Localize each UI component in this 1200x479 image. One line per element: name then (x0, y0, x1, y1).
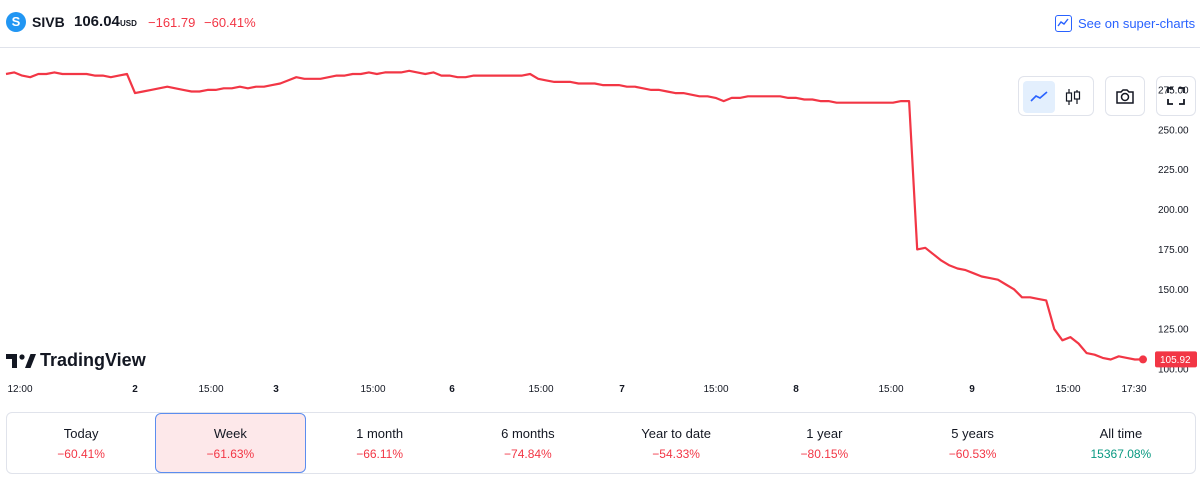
x-tick-day-label: 7 (619, 384, 625, 395)
performance-period-5-years[interactable]: 5 years −60.53% (899, 413, 1047, 473)
period-change: −54.33% (652, 446, 700, 461)
period-label: 6 months (501, 425, 555, 441)
period-label: Year to date (641, 425, 711, 441)
x-tick-day-label: 8 (793, 384, 799, 395)
price-line (5, 69, 1144, 361)
super-charts-label: See on super-charts (1078, 15, 1196, 31)
line-chart-icon (1030, 91, 1048, 102)
price-change-percent: −60.41% (204, 15, 256, 30)
x-tick-day-label: 2 (132, 384, 138, 395)
period-label: 5 years (951, 425, 994, 441)
chart-style-toggle (1018, 76, 1094, 116)
x-tick-time-label: 12:00 (7, 384, 32, 395)
last-price-dot (1139, 355, 1147, 364)
y-tick-label: 100.00 (1158, 365, 1189, 376)
fullscreen-button[interactable] (1156, 76, 1196, 116)
performance-period-all-time[interactable]: All time 15367.08% (1047, 413, 1195, 473)
x-tick-day-label: 3 (273, 384, 279, 395)
y-tick-label: 250.00 (1158, 125, 1189, 136)
line-chart-button[interactable] (1023, 81, 1055, 113)
price-change: −161.79 (148, 15, 196, 30)
symbol-header: S SIVB 106.04 USD −161.79 −60.41% See on… (0, 0, 1200, 48)
performance-period-year-to-date[interactable]: Year to date −54.33% (602, 413, 750, 473)
period-label: 1 month (356, 425, 404, 441)
last-price-label-bg (1155, 351, 1197, 368)
last-price-label: 105.92 (1160, 355, 1191, 366)
fullscreen-icon (1167, 87, 1185, 105)
x-tick-time-label: 17:30 (1121, 384, 1146, 395)
last-price-marker: 105.92 (1155, 351, 1197, 368)
candlestick-icon (1065, 89, 1081, 105)
period-change: −60.41% (57, 446, 105, 461)
period-change: −74.84% (504, 446, 552, 461)
chart-link-icon (1055, 14, 1072, 32)
company-logo: S (6, 12, 26, 32)
period-label: Week (213, 425, 247, 441)
period-change: −80.15% (800, 446, 849, 461)
x-tick-day-label: 6 (449, 384, 455, 395)
y-tick-label: 225.00 (1158, 165, 1189, 176)
screenshot-button[interactable] (1105, 76, 1145, 116)
x-tick-time-label: 15:00 (878, 384, 903, 395)
x-tick-time-label: 15:00 (703, 384, 728, 395)
camera-icon (1116, 89, 1134, 104)
performance-period-6-months[interactable]: 6 months −74.84% (454, 413, 602, 473)
y-tick-label: 150.00 (1158, 285, 1189, 296)
period-change: −60.53% (948, 446, 997, 461)
y-tick-label: 175.00 (1158, 245, 1189, 256)
period-label: Today (63, 425, 99, 441)
y-axis: 275.00 250.00 225.00 200.00 175.00 150.00 125.… (1158, 85, 1189, 375)
performance-bar: Today −60.41% Week −61.63% 1 month −66.11% 6 m… (6, 412, 1196, 474)
y-tick-label: 275.00 (1158, 85, 1189, 96)
x-tick-time-label: 15:00 (1055, 384, 1080, 395)
period-change: −61.63% (206, 446, 255, 461)
period-change: 15367.08% (1090, 446, 1152, 461)
performance-period-week[interactable]: Week −61.63% (155, 413, 306, 473)
y-tick-label: 200.00 (1158, 205, 1189, 216)
period-label: All time (1099, 425, 1143, 441)
tradingview-logo-icon (6, 353, 36, 368)
x-tick-time-label: 15:00 (360, 384, 385, 395)
x-tick-day-label: 9 (969, 384, 975, 395)
tradingview-logo[interactable]: TradingView (6, 350, 146, 371)
performance-period-today[interactable]: Today −60.41% (7, 413, 155, 473)
super-charts-link[interactable]: See on super-charts (1055, 12, 1195, 34)
price-currency: USD (120, 19, 137, 28)
price-chart[interactable]: 275.00 250.00 225.00 200.00 175.00 150.00 125.… (0, 48, 1200, 403)
period-change: −66.11% (356, 446, 404, 461)
tradingview-name: TradingView (40, 350, 146, 370)
ticker-symbol[interactable]: SIVB (32, 14, 65, 30)
x-tick-time-label: 15:00 (198, 384, 223, 395)
x-tick-time-label: 15:00 (528, 384, 553, 395)
period-label: 1 year (806, 425, 843, 441)
last-price: 106.04 (74, 13, 120, 30)
performance-period-1-month[interactable]: 1 month −66.11% (306, 413, 454, 473)
performance-period-1-year[interactable]: 1 year −80.15% (750, 413, 898, 473)
y-tick-label: 125.00 (1158, 325, 1189, 336)
candlestick-button[interactable] (1057, 81, 1089, 113)
x-axis: 12:00 2 15:00 3 15:00 6 15:00 7 15:00 8 15:00 9 15:0… (7, 384, 1146, 395)
